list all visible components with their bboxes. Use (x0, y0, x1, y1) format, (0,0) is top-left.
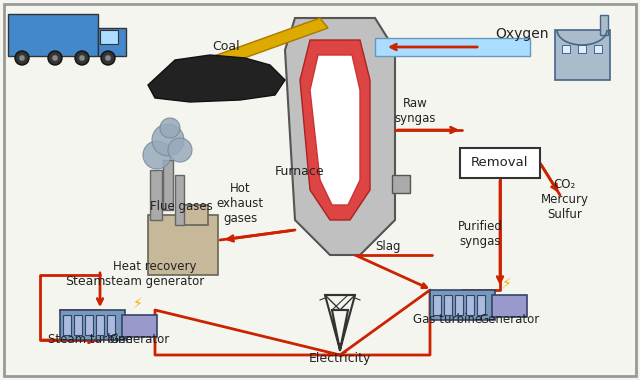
Text: Removal: Removal (471, 157, 529, 169)
Text: CO₂
Mercury
Sulfur: CO₂ Mercury Sulfur (541, 179, 589, 222)
Text: Furnace: Furnace (275, 165, 325, 178)
Text: Electricity: Electricity (309, 352, 371, 365)
Circle shape (75, 51, 89, 65)
Bar (100, 30, 118, 44)
Bar (98, 28, 126, 56)
Bar (63, 315, 71, 335)
Text: Steam turbine: Steam turbine (47, 333, 132, 346)
Bar (600, 15, 608, 35)
Circle shape (15, 51, 29, 65)
Text: Slag: Slag (375, 240, 401, 253)
Text: ⚡: ⚡ (133, 297, 143, 311)
Bar (492, 295, 527, 317)
Circle shape (79, 55, 85, 61)
Circle shape (48, 51, 62, 65)
Bar (8, 14, 98, 56)
Text: Purified
syngas: Purified syngas (458, 220, 502, 248)
Bar (466, 295, 474, 315)
Text: Raw
syngas: Raw syngas (394, 97, 436, 125)
Text: Oxygen: Oxygen (495, 27, 548, 41)
Circle shape (19, 55, 25, 61)
Text: ⚡: ⚡ (502, 277, 512, 291)
Text: Generator: Generator (110, 333, 170, 346)
Circle shape (101, 51, 115, 65)
Bar (477, 295, 485, 315)
Text: Coal: Coal (212, 40, 239, 53)
Bar (555, 30, 610, 80)
Bar (455, 295, 463, 315)
Bar (85, 315, 93, 335)
Text: Flue gases: Flue gases (150, 200, 212, 213)
Bar (96, 315, 104, 335)
Circle shape (52, 55, 58, 61)
Bar (375, 38, 530, 56)
Circle shape (168, 138, 192, 162)
Text: Gas turbine: Gas turbine (413, 313, 483, 326)
Text: Steam: Steam (65, 275, 106, 288)
Bar (178, 205, 208, 225)
Polygon shape (175, 18, 328, 80)
Bar (392, 175, 410, 193)
Bar (148, 215, 218, 275)
Bar (578, 45, 586, 53)
Bar (175, 175, 184, 225)
Bar (430, 290, 495, 320)
Circle shape (152, 124, 184, 156)
Bar (460, 148, 540, 178)
Polygon shape (148, 55, 285, 102)
Polygon shape (285, 18, 395, 255)
Bar (433, 295, 441, 315)
Bar (594, 45, 602, 53)
Circle shape (160, 118, 180, 138)
Text: Heat recovery
steam generator: Heat recovery steam generator (106, 260, 205, 288)
Bar (107, 315, 115, 335)
Text: Generator: Generator (480, 313, 540, 326)
Polygon shape (310, 55, 360, 205)
Bar (444, 295, 452, 315)
Bar (562, 45, 570, 53)
Bar (163, 160, 173, 210)
Circle shape (143, 141, 171, 169)
Bar (122, 315, 157, 337)
Text: Hot
exhaust
gases: Hot exhaust gases (216, 182, 264, 225)
Bar (74, 315, 82, 335)
Circle shape (105, 55, 111, 61)
Bar (150, 170, 162, 220)
Polygon shape (300, 40, 370, 220)
Bar (60, 310, 125, 340)
